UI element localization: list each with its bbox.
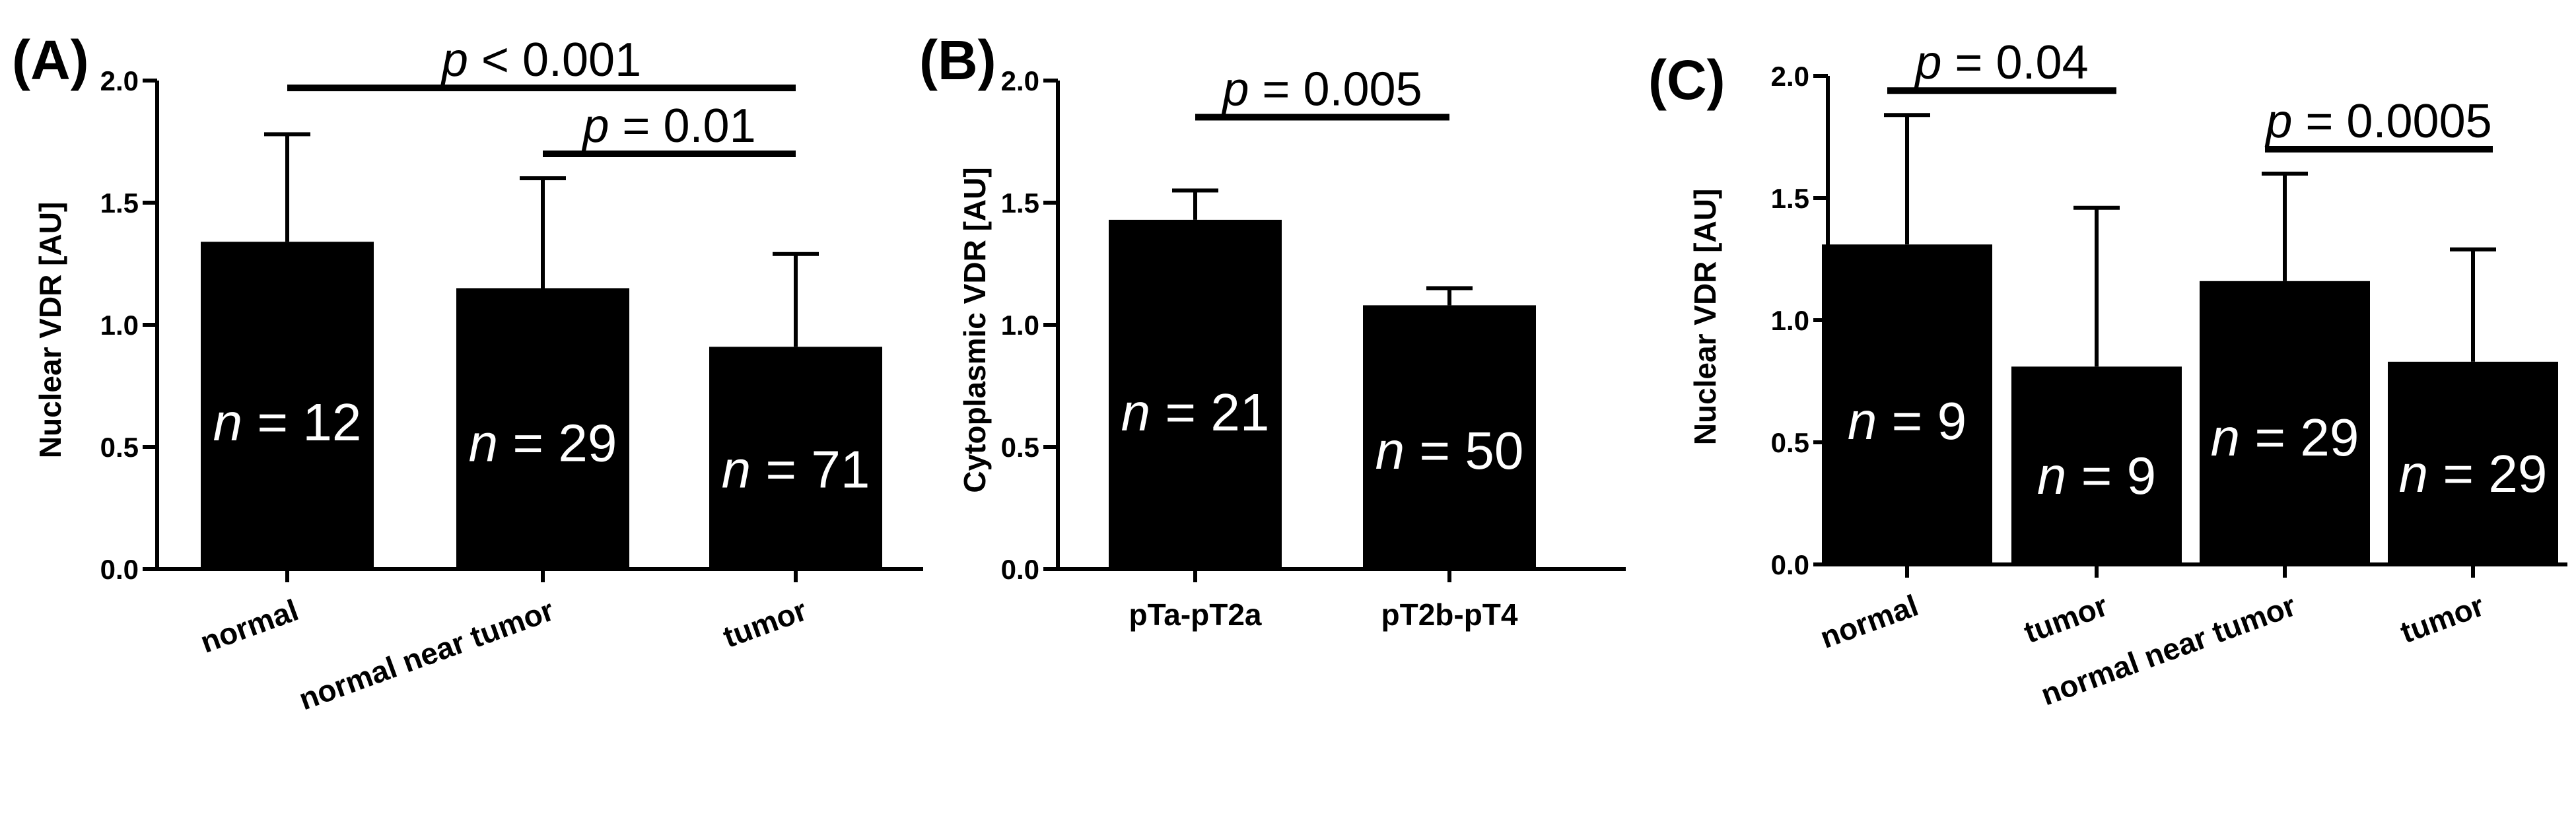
y-axis-label: Cytoplasmic VDR [AU] <box>957 167 992 492</box>
category-label: normal <box>196 593 303 660</box>
panel-label: (A) <box>12 29 89 91</box>
p-value-label: p = 0.0005 <box>2264 95 2491 148</box>
y-tick-label: 1.0 <box>1771 305 1809 336</box>
y-tick-label: 0.0 <box>1771 549 1809 580</box>
category-label: pT2b-pT4 <box>1381 597 1518 632</box>
bar <box>2388 361 2558 564</box>
bar <box>2200 281 2370 564</box>
p-value-label: p = 0.01 <box>581 100 755 153</box>
category-label: tumor <box>718 593 811 654</box>
n-label: n = 71 <box>722 440 870 498</box>
n-label: n = 9 <box>1848 391 1967 450</box>
y-tick-label: 0.0 <box>1001 554 1039 585</box>
n-label: n = 50 <box>1375 421 1524 480</box>
p-value-label: p = 0.04 <box>1914 36 2088 89</box>
n-label: n = 29 <box>469 414 617 473</box>
n-label: n = 12 <box>213 393 362 452</box>
panel-label: (C) <box>1648 49 1725 111</box>
y-tick-label: 1.0 <box>100 310 139 341</box>
y-axis-label: Nuclear VDR [AU] <box>33 202 67 459</box>
bar <box>1822 244 1992 564</box>
bar <box>2011 366 2182 564</box>
chart-panel-3: (C) Nuclear VDR [AU] 0.0 0.5 1.0 1.5 2.0 n = 9 n… <box>1648 36 2567 712</box>
category-label: tumor <box>2396 588 2488 650</box>
category-label: pTa-pT2a <box>1129 597 1261 632</box>
chart-panel-1: (A) Nuclear VDR [AU] 0.0 0.5 1.0 1.5 2.0 n = 12… <box>12 29 923 716</box>
y-tick-label: 1.5 <box>100 187 139 219</box>
y-tick-label: 0.0 <box>100 554 139 585</box>
p-value-label: p = 0.005 <box>1221 63 1422 116</box>
y-tick-label: 1.5 <box>1001 187 1039 219</box>
y-tick-label: 2.0 <box>100 65 139 96</box>
y-tick-label: 0.5 <box>1771 427 1809 458</box>
n-label: n = 9 <box>2037 446 2156 505</box>
n-label: n = 29 <box>2211 408 2359 467</box>
bar <box>1109 219 1282 569</box>
bar <box>456 288 629 569</box>
bar <box>709 347 882 569</box>
category-label: normal <box>1816 588 1923 655</box>
category-label: normal near tumor <box>295 593 559 717</box>
n-label: n = 29 <box>2399 444 2548 503</box>
y-tick-label: 0.5 <box>100 432 139 463</box>
bar <box>1363 305 1536 569</box>
y-tick-label: 2.0 <box>1771 61 1809 92</box>
y-tick-label: 1.0 <box>1001 310 1039 341</box>
category-label: tumor <box>2019 588 2112 650</box>
y-tick-label: 2.0 <box>1001 65 1039 96</box>
chart-panel-2: (B) Cytoplasmic VDR [AU] 0.0 0.5 1.0 1.5 2.0 n … <box>919 29 1626 632</box>
y-tick-label: 1.5 <box>1771 183 1809 214</box>
p-value-label: p < 0.001 <box>440 34 641 86</box>
bar <box>201 242 374 569</box>
y-tick-label: 0.5 <box>1001 432 1039 463</box>
n-label: n = 21 <box>1121 383 1270 442</box>
panel-label: (B) <box>919 29 996 91</box>
y-axis-label: Nuclear VDR [AU] <box>1688 189 1722 446</box>
